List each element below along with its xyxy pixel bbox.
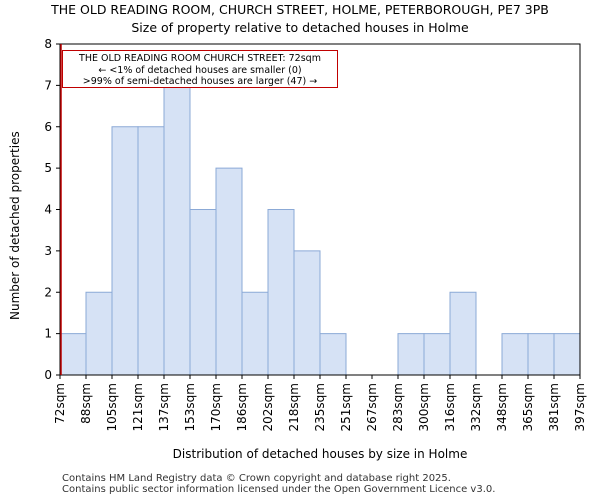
x-tick-label: 283sqm: [391, 383, 405, 431]
bar: [111, 126, 139, 376]
y-tick-label: 4: [44, 203, 52, 217]
bar: [527, 333, 555, 376]
bar: [241, 291, 269, 376]
y-tick-label: 2: [44, 285, 52, 299]
bar: [85, 291, 113, 376]
bar: [59, 333, 87, 376]
x-tick-label: 170sqm: [209, 383, 223, 431]
annotation-box: THE OLD READING ROOM CHURCH STREET: 72sq…: [62, 50, 338, 88]
bar: [189, 209, 217, 376]
chart-title: THE OLD READING ROOM, CHURCH STREET, HOL…: [51, 2, 549, 17]
x-tick-label: 267sqm: [365, 383, 379, 431]
y-tick-label: 5: [44, 161, 52, 175]
x-tick-label: 202sqm: [261, 383, 275, 431]
x-tick-label: 105sqm: [105, 383, 119, 431]
annotation-line-2: ← <1% of detached houses are smaller (0): [98, 64, 302, 76]
x-tick-label: 153sqm: [183, 383, 197, 431]
x-tick-label: 316sqm: [443, 383, 457, 431]
chart-subtitle: Size of property relative to detached ho…: [131, 20, 469, 35]
footer-line-1: Contains HM Land Registry data © Crown c…: [62, 473, 451, 484]
bar: [553, 333, 581, 376]
x-tick-label: 397sqm: [573, 383, 587, 431]
bar: [501, 333, 529, 376]
bar: [423, 333, 451, 376]
y-tick-label: 6: [44, 120, 52, 134]
x-tick-label: 121sqm: [131, 383, 145, 431]
x-tick-label: 137sqm: [157, 383, 171, 431]
x-tick-label: 251sqm: [339, 383, 353, 431]
x-tick-label: 381sqm: [547, 383, 561, 431]
bar: [267, 209, 295, 376]
x-tick-label: 235sqm: [313, 383, 327, 431]
bar: [319, 333, 347, 376]
x-tick-label: 332sqm: [469, 383, 483, 431]
bar: [293, 250, 321, 376]
x-tick-label: 348sqm: [495, 383, 509, 431]
x-tick-label: 88sqm: [79, 383, 93, 424]
bar: [163, 84, 191, 376]
footer-line-2: Contains public sector information licen…: [62, 484, 496, 495]
bar: [137, 126, 165, 376]
bar: [449, 291, 477, 376]
bar: [215, 167, 243, 376]
y-tick-label: 3: [44, 244, 52, 258]
y-tick-label: 8: [44, 37, 52, 51]
x-tick-label: 186sqm: [235, 383, 249, 431]
y-tick-label: 1: [44, 327, 52, 341]
annotation-line-1: THE OLD READING ROOM CHURCH STREET: 72sq…: [79, 53, 321, 64]
y-axis-label: Number of detached properties: [8, 131, 22, 320]
y-tick-label: 7: [44, 78, 52, 92]
x-tick-label: 72sqm: [53, 383, 67, 424]
x-tick-label: 300sqm: [417, 383, 431, 431]
x-tick-label: 365sqm: [521, 383, 535, 431]
x-axis-label: Distribution of detached houses by size …: [173, 447, 468, 461]
x-tick-label: 218sqm: [287, 383, 301, 431]
annotation-line-3: >99% of semi-detached houses are larger …: [82, 76, 318, 87]
y-tick-label: 0: [44, 368, 52, 382]
bar: [397, 333, 425, 376]
